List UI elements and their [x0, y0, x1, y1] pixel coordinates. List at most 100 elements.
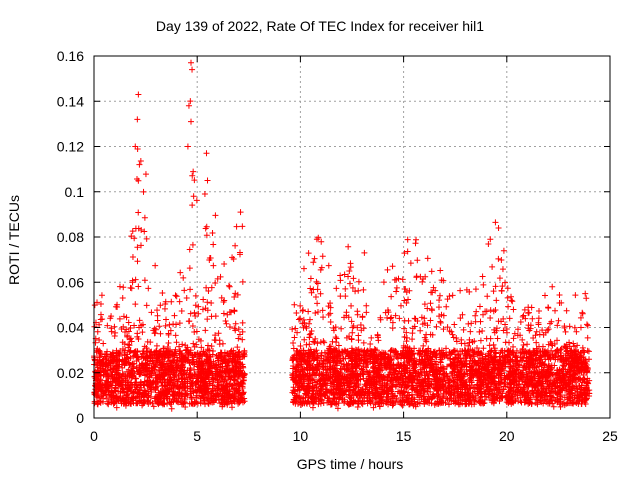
- data-point: [111, 323, 118, 330]
- data-point: [541, 349, 548, 356]
- data-point: [342, 293, 349, 300]
- data-point: [123, 360, 130, 367]
- data-point: [131, 235, 138, 242]
- data-point: [157, 399, 164, 406]
- data-point: [536, 363, 543, 370]
- data-point: [435, 304, 442, 311]
- data-point: [118, 326, 125, 333]
- data-point: [354, 404, 361, 411]
- data-point: [478, 400, 485, 407]
- data-point: [239, 336, 246, 343]
- data-point: [92, 339, 99, 346]
- data-point: [142, 171, 149, 178]
- data-point: [233, 369, 240, 376]
- data-point: [119, 356, 126, 363]
- data-point: [495, 255, 502, 262]
- data-point: [534, 399, 541, 406]
- data-point: [396, 364, 403, 371]
- data-point: [131, 360, 138, 367]
- data-point: [476, 328, 483, 335]
- data-point: [390, 393, 397, 400]
- data-point: [450, 348, 457, 355]
- data-point: [415, 372, 422, 379]
- data-point: [292, 392, 299, 399]
- data-point: [583, 361, 590, 368]
- data-point: [403, 289, 410, 296]
- data-point: [104, 379, 111, 386]
- data-point: [413, 274, 420, 281]
- data-point: [490, 288, 497, 295]
- data-point: [141, 398, 148, 405]
- data-point: [392, 312, 399, 319]
- data-point: [477, 385, 484, 392]
- data-point: [217, 368, 224, 375]
- data-point: [100, 363, 107, 370]
- data-point: [216, 384, 223, 391]
- data-point: [556, 300, 563, 307]
- data-point: [212, 279, 219, 286]
- data-point: [298, 401, 305, 408]
- data-point: [339, 355, 346, 362]
- data-point: [173, 339, 180, 346]
- data-point: [168, 377, 175, 384]
- data-point: [223, 371, 230, 378]
- data-point: [293, 309, 300, 316]
- data-point: [228, 366, 235, 373]
- data-point: [142, 391, 149, 398]
- data-point: [224, 350, 231, 357]
- data-point: [170, 365, 177, 372]
- data-point: [194, 400, 201, 407]
- data-point: [116, 349, 123, 356]
- data-point: [108, 382, 115, 389]
- data-point: [221, 401, 228, 408]
- data-point: [566, 323, 573, 330]
- data-point: [113, 393, 120, 400]
- data-point: [417, 327, 424, 334]
- data-point: [186, 318, 193, 325]
- data-point: [141, 354, 148, 361]
- data-point: [98, 359, 105, 366]
- data-point: [196, 351, 203, 358]
- data-point: [123, 314, 130, 321]
- data-point: [134, 368, 141, 375]
- data-point: [347, 264, 354, 271]
- data-point: [192, 292, 199, 299]
- data-point: [114, 304, 121, 311]
- data-point: [438, 311, 445, 318]
- data-point: [523, 376, 530, 383]
- data-point: [151, 330, 158, 337]
- data-point: [201, 383, 208, 390]
- data-point: [132, 225, 139, 232]
- data-point: [211, 337, 218, 344]
- data-point: [175, 394, 182, 401]
- data-point: [179, 341, 186, 348]
- data-point: [136, 324, 143, 331]
- data-point: [502, 321, 509, 328]
- data-point: [489, 390, 496, 397]
- data-point: [121, 389, 128, 396]
- data-point: [214, 275, 221, 282]
- data-point: [299, 320, 306, 327]
- data-point: [357, 376, 364, 383]
- data-point: [222, 377, 229, 384]
- data-point: [349, 284, 356, 291]
- data-point: [124, 380, 131, 387]
- data-point: [229, 254, 236, 261]
- data-point: [219, 378, 226, 385]
- data-point: [199, 306, 206, 313]
- data-point: [536, 308, 543, 315]
- data-point: [324, 366, 331, 373]
- data-point: [355, 399, 362, 406]
- data-point: [122, 329, 128, 336]
- data-point: [492, 219, 499, 226]
- data-point: [461, 340, 468, 347]
- data-point: [132, 301, 139, 308]
- data-point: [571, 343, 578, 350]
- data-point: [355, 278, 362, 285]
- data-point: [149, 365, 156, 372]
- data-point: [232, 362, 239, 369]
- data-point: [132, 395, 139, 402]
- data-point: [437, 319, 444, 326]
- data-point: [322, 357, 329, 364]
